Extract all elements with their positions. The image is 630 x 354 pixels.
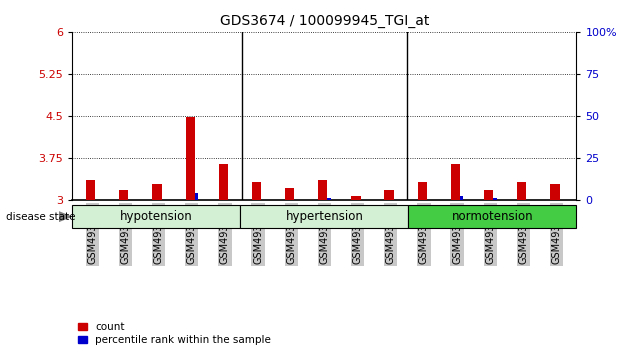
Bar bbox=[119, 190, 129, 200]
Bar bbox=[285, 188, 294, 200]
Bar bbox=[418, 182, 427, 200]
FancyBboxPatch shape bbox=[408, 205, 576, 228]
FancyBboxPatch shape bbox=[241, 205, 408, 228]
Bar bbox=[484, 190, 493, 200]
FancyBboxPatch shape bbox=[72, 205, 241, 228]
Bar bbox=[550, 184, 559, 200]
Text: hypertension: hypertension bbox=[285, 210, 364, 223]
Bar bbox=[185, 117, 195, 200]
Title: GDS3674 / 100099945_TGI_at: GDS3674 / 100099945_TGI_at bbox=[220, 14, 429, 28]
Bar bbox=[451, 164, 460, 200]
Bar bbox=[352, 196, 360, 200]
Bar bbox=[219, 164, 228, 200]
Text: hypotension: hypotension bbox=[120, 210, 193, 223]
Bar bbox=[86, 181, 95, 200]
Text: disease state: disease state bbox=[6, 212, 76, 222]
Text: normotension: normotension bbox=[452, 210, 533, 223]
Polygon shape bbox=[59, 211, 72, 222]
Bar bbox=[460, 195, 464, 200]
Bar bbox=[384, 190, 394, 200]
Bar bbox=[195, 193, 198, 200]
Bar bbox=[328, 198, 331, 200]
Bar bbox=[152, 184, 162, 200]
Bar bbox=[318, 181, 328, 200]
Bar bbox=[493, 198, 496, 200]
Bar bbox=[517, 182, 527, 200]
Bar bbox=[252, 182, 261, 200]
Legend: count, percentile rank within the sample: count, percentile rank within the sample bbox=[77, 322, 272, 345]
